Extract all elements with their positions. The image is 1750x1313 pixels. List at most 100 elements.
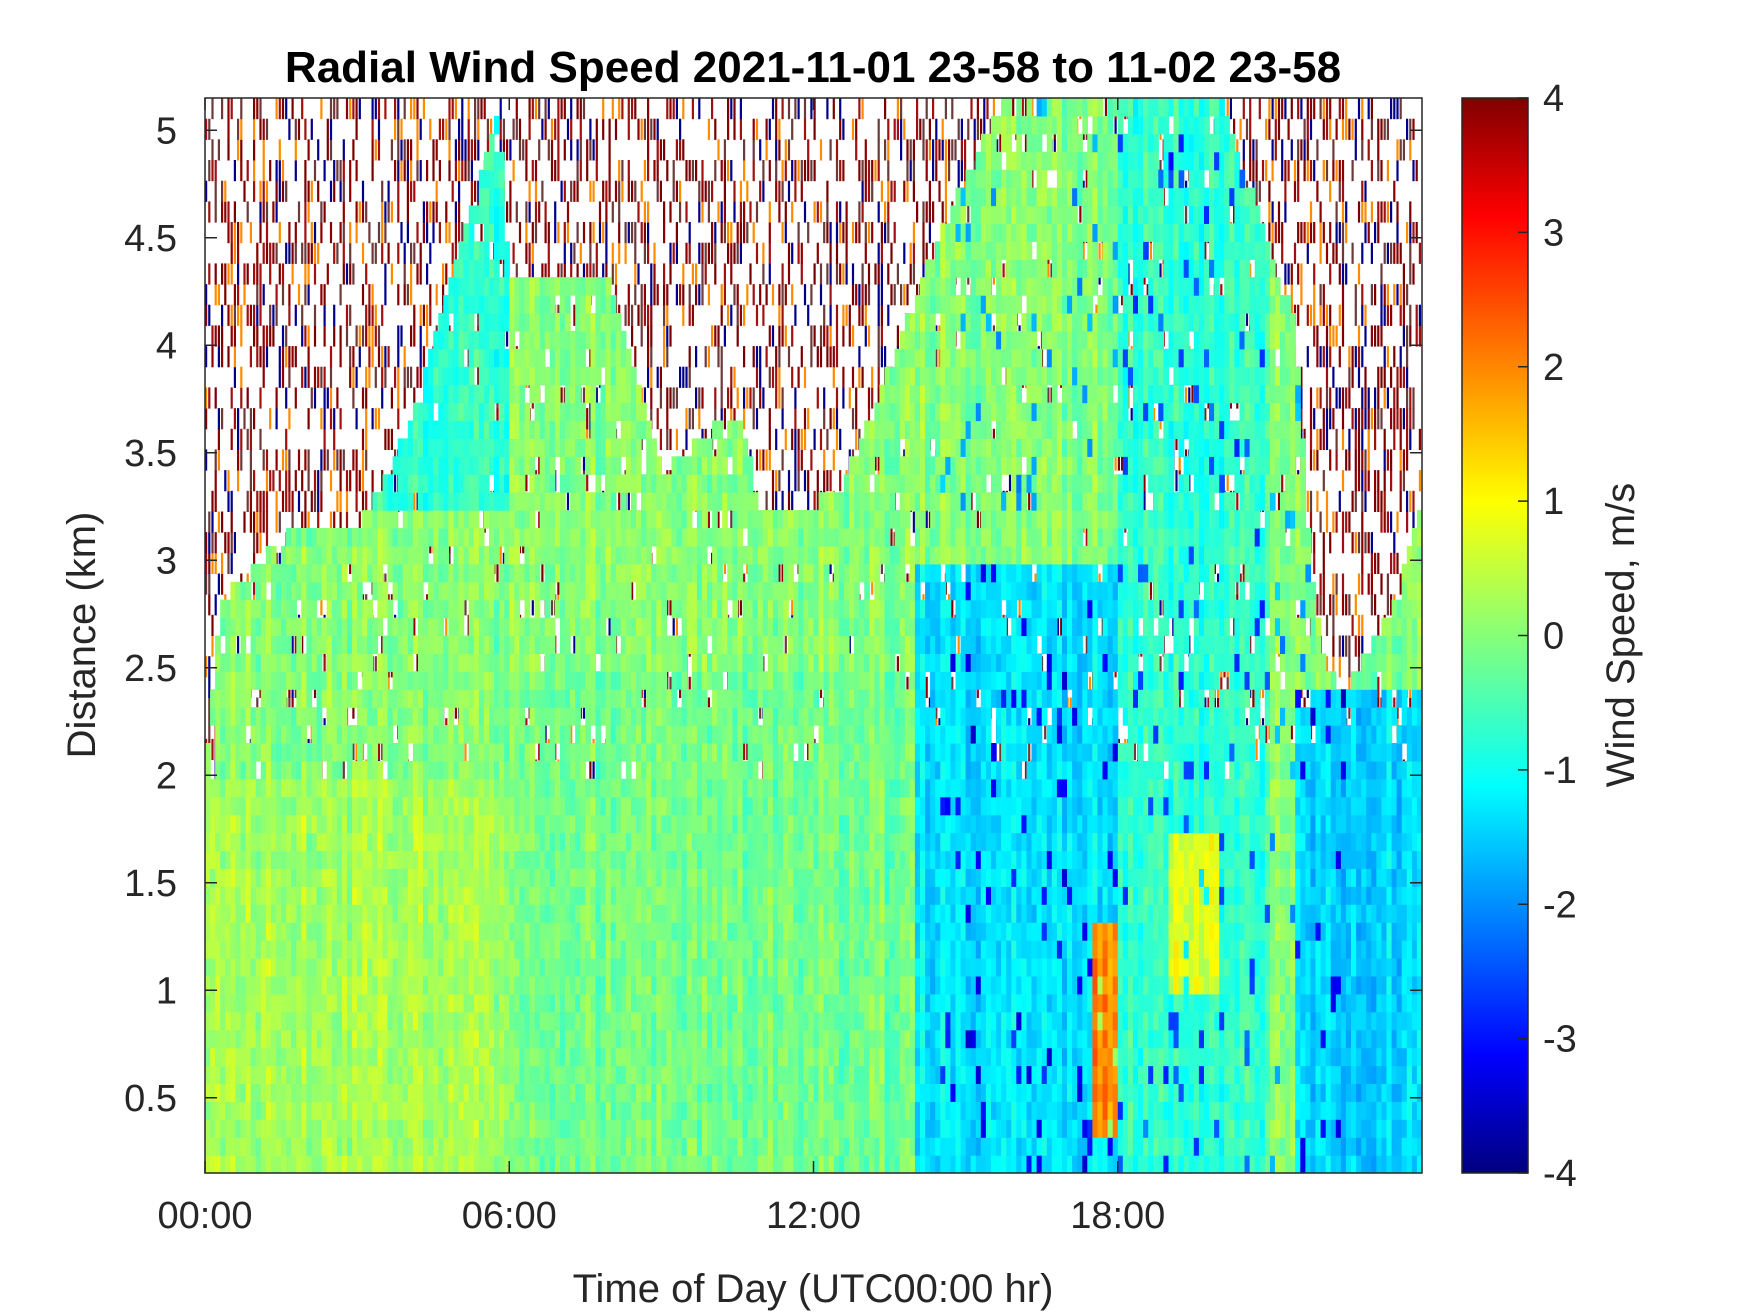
noise-cell xyxy=(762,160,765,182)
noise-cell xyxy=(525,470,528,492)
noise-cell xyxy=(842,387,845,409)
noise-cell xyxy=(781,387,784,409)
noise-cell xyxy=(253,408,256,430)
noise-cell xyxy=(237,304,240,326)
noise-cell xyxy=(807,470,810,492)
noise-cell xyxy=(281,160,285,182)
noise-cell xyxy=(775,346,778,368)
noise-cell xyxy=(1322,428,1325,450)
noise-cell xyxy=(1274,98,1277,120)
noise-cell xyxy=(397,366,400,388)
noise-cell xyxy=(474,139,477,161)
noise-cell xyxy=(275,180,278,202)
noise-cell xyxy=(605,263,608,285)
noise-cell xyxy=(550,594,554,616)
noise-cell xyxy=(1329,594,1332,616)
noise-cell xyxy=(810,325,813,347)
noise-cell xyxy=(1293,160,1297,182)
noise-cell xyxy=(281,366,285,388)
noise-cell xyxy=(214,532,217,554)
noise-cell xyxy=(835,139,839,161)
noise-cell xyxy=(884,201,887,223)
noise-cell xyxy=(265,470,269,492)
noise-cell xyxy=(352,449,355,471)
noise-cell xyxy=(848,635,851,657)
noise-cell xyxy=(925,139,928,161)
noise-cell xyxy=(778,284,781,306)
noise-cell xyxy=(932,242,935,264)
noise-cell xyxy=(323,201,326,223)
noise-cell xyxy=(1300,284,1303,306)
noise-cell xyxy=(861,284,864,306)
noise-cell xyxy=(1300,263,1303,285)
noise-cell xyxy=(406,139,409,161)
noise-cell xyxy=(480,222,483,244)
noise-cell xyxy=(1316,180,1319,202)
noise-cell xyxy=(240,160,243,182)
noise-cell xyxy=(560,387,563,409)
noise-cell xyxy=(867,222,871,244)
noise-cell xyxy=(1255,180,1258,202)
noise-cell xyxy=(358,470,361,492)
noise-cell xyxy=(365,201,368,223)
noise-cell xyxy=(323,304,326,326)
noise-cell xyxy=(285,325,288,347)
noise-cell xyxy=(349,160,352,182)
noise-cell xyxy=(807,160,810,182)
noise-cell xyxy=(752,387,755,409)
noise-cell xyxy=(294,635,297,657)
noise-cell xyxy=(787,490,791,512)
noise-cell xyxy=(307,242,310,264)
noise-cell xyxy=(967,118,970,140)
noise-cell xyxy=(637,118,640,140)
noise-cell xyxy=(752,346,755,368)
noise-cell xyxy=(647,160,650,182)
noise-cell xyxy=(893,180,896,202)
noise-cell xyxy=(727,118,730,140)
noise-cell xyxy=(906,180,909,202)
noise-cell xyxy=(582,697,586,719)
noise-cell xyxy=(1024,98,1028,120)
noise-cell xyxy=(240,98,243,120)
noise-cell xyxy=(1281,160,1284,182)
noise-cell xyxy=(317,242,320,264)
noise-cell xyxy=(826,346,829,368)
noise-cell xyxy=(1309,490,1313,512)
noise-cell xyxy=(454,98,457,120)
noise-cell xyxy=(723,325,726,347)
noise-cell xyxy=(269,304,272,326)
noise-cell xyxy=(948,139,951,161)
noise-cell xyxy=(563,180,566,202)
noise-cell xyxy=(778,366,781,388)
noise-cell xyxy=(906,160,909,182)
noise-cell xyxy=(310,222,313,244)
noise-cell xyxy=(951,676,954,698)
noise-cell xyxy=(861,304,864,326)
noise-cell xyxy=(938,139,941,161)
noise-cell xyxy=(336,98,339,120)
noise-cell xyxy=(352,366,355,388)
noise-cell xyxy=(746,738,749,761)
noise-cell xyxy=(256,284,259,306)
noise-cell xyxy=(294,346,297,368)
noise-cell xyxy=(714,387,717,409)
noise-cell xyxy=(563,387,566,409)
noise-cell xyxy=(397,118,400,140)
noise-cell xyxy=(1335,118,1338,140)
noise-cell xyxy=(717,325,720,347)
noise-cell xyxy=(1281,242,1284,264)
noise-cell xyxy=(631,180,634,202)
noise-cell xyxy=(281,180,285,202)
noise-cell xyxy=(246,263,249,285)
noise-cell xyxy=(570,242,573,264)
noise-cell xyxy=(877,304,880,326)
noise-cell xyxy=(967,201,970,223)
noise-cell xyxy=(345,263,349,285)
noise-cell xyxy=(759,180,762,202)
noise-cell xyxy=(672,387,675,409)
noise-cell xyxy=(374,304,377,326)
noise-cell xyxy=(848,325,851,347)
noise-cell xyxy=(1322,573,1325,595)
noise-cell xyxy=(1338,263,1341,285)
noise-cell xyxy=(361,387,365,409)
